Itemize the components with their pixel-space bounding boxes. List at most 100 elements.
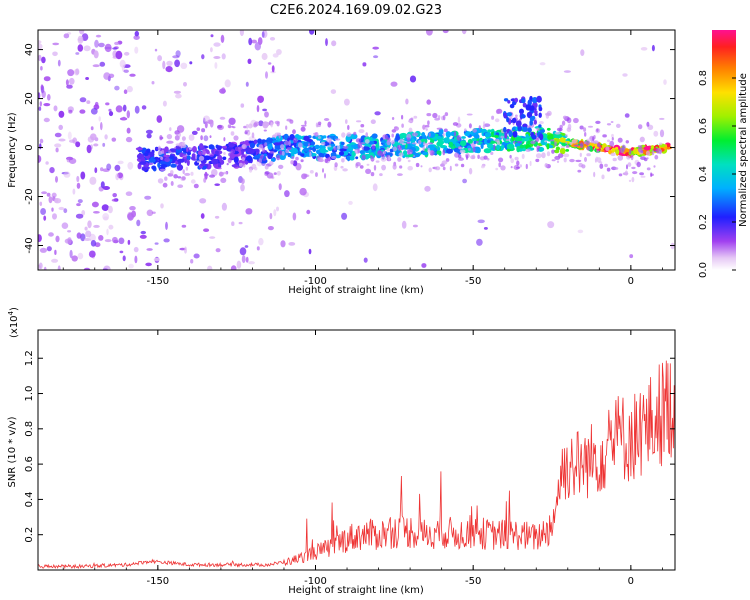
spectrogram-cell (626, 164, 628, 170)
spectrogram-cell (555, 146, 561, 151)
spectrogram-cell (517, 141, 523, 144)
spectrogram-cell (244, 160, 249, 165)
spectrogram-cell (651, 145, 654, 149)
spectrogram-cell (436, 150, 442, 155)
spectrogram-cell (334, 138, 341, 141)
spectrogram-cell (188, 147, 193, 150)
spectrogram-cell (125, 136, 133, 143)
spectrogram-cell (529, 105, 535, 111)
x-tick-label: -150 (146, 276, 169, 287)
spectrogram-cell (248, 261, 255, 265)
spectrogram-cell (309, 151, 312, 158)
spectrogram-cell (408, 127, 413, 133)
spectrogram-cell (230, 149, 236, 155)
spectrogram-cell (366, 163, 370, 166)
spectrogram-cell (601, 174, 605, 180)
spectrogram-cell (162, 60, 166, 70)
spectrogram-cell (453, 139, 457, 145)
spectrogram-cell (115, 50, 123, 60)
spectrogram-cell (640, 175, 646, 178)
spectrogram-cell (454, 163, 459, 167)
spectrogram-cell (432, 112, 438, 119)
spectrogram-cell (203, 135, 209, 142)
spectrogram-cell (370, 156, 375, 162)
spectrogram-cell (209, 174, 215, 178)
spectrogram-cell (401, 142, 407, 146)
spectrogram-cell (220, 177, 227, 183)
spectrogram-cell (67, 237, 72, 245)
spectrogram-cell (86, 100, 91, 104)
spectrogram-cell (112, 47, 118, 50)
colorbar-label: Normalized spectral amplitude (738, 73, 749, 227)
spectrogram-cell (288, 242, 296, 246)
spectrogram-cell (586, 138, 591, 142)
spectrogram-cell (38, 234, 42, 242)
spectrogram-cell (617, 155, 624, 161)
spectrogram-cell (182, 153, 188, 159)
spectrogram-cell (397, 145, 402, 149)
spectrogram-cell (659, 117, 665, 120)
spectrogram-cell (208, 153, 215, 157)
spectrogram-cell (596, 128, 599, 132)
spectrogram-cell (470, 155, 475, 160)
spectrogram-cell (67, 131, 72, 140)
spectrogram-cell (151, 165, 157, 170)
spectrogram-cell (141, 105, 147, 110)
spectrogram-cell (276, 49, 282, 55)
spectrogram-cell (590, 140, 595, 144)
spectrogram-cell (309, 170, 314, 174)
x-tick-label: -50 (465, 276, 481, 287)
spectrogram-cell (509, 104, 515, 109)
spectrogram-cell (201, 128, 206, 133)
spectrogram-cell (405, 98, 409, 105)
spectrogram-cell (38, 40, 42, 44)
spectrogram-cell (611, 147, 616, 153)
spectrogram-cell (168, 150, 172, 154)
spectrogram-cell (624, 170, 629, 176)
spectrogram-cell (630, 154, 634, 161)
spectrogram-cell (413, 115, 418, 119)
spectrogram-cell (653, 165, 656, 168)
spectrogram-cell (386, 147, 390, 152)
spectrogram-cell (658, 150, 662, 155)
spectrogram-cell (148, 158, 156, 163)
spectrogram-cell (428, 142, 434, 145)
spectrogram-cell (241, 144, 247, 150)
spectrogram-cell (628, 179, 632, 182)
spectrogram-cell (292, 129, 296, 135)
spectrogram-cell (481, 128, 488, 133)
spectrogram-cell (157, 150, 163, 155)
spectrogram-cell (98, 42, 105, 48)
spectrogram-cell (521, 153, 525, 159)
spectrogram-cell (185, 166, 189, 171)
spectrogram-cell (496, 143, 500, 151)
spectrogram-cell (75, 52, 80, 55)
spectrogram-cell (559, 137, 566, 143)
spectrogram-cell (267, 226, 274, 231)
spectrogram-cell (401, 114, 404, 120)
spectrogram-cell (276, 154, 281, 161)
spectrogram-cell (214, 62, 218, 69)
spectrogram-cell (228, 117, 236, 126)
spectrogram-cell (274, 120, 280, 125)
spectrogram-cell (288, 140, 291, 147)
spectrogram-cell (530, 140, 536, 145)
spectrogram-cell (174, 130, 180, 135)
spectrogram-cell (220, 34, 225, 44)
spectrogram-cell (211, 158, 219, 165)
spectrogram-cell (320, 147, 327, 154)
spectrogram-cell (276, 206, 279, 212)
spectrogram-cell (596, 149, 599, 153)
spectrogram-cell (308, 248, 312, 255)
spectrogram-cell (563, 70, 571, 73)
spectrogram-cell (119, 250, 124, 254)
spectrogram-cell (412, 224, 418, 228)
spectrogram-cell (91, 201, 99, 208)
spectrogram-cell (514, 137, 523, 142)
spectrogram-cell (77, 199, 83, 204)
spectrogram-cell (251, 132, 255, 139)
spectrogram-cell (323, 118, 330, 121)
spectrogram-cell (134, 255, 138, 264)
spectrogram-cell (411, 142, 418, 145)
spectrogram-cell (290, 160, 295, 165)
